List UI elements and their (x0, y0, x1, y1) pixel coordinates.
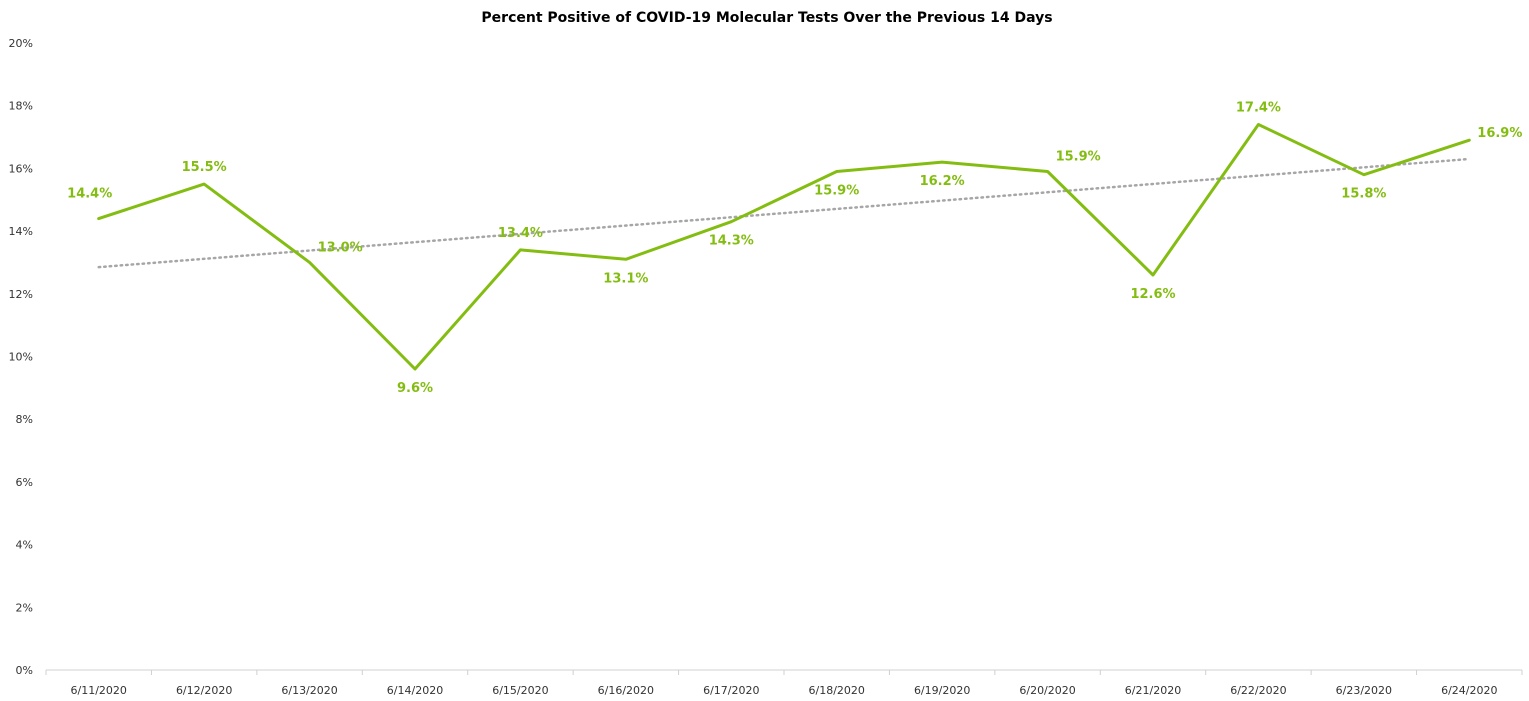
x-tick-label: 6/21/2020 (1125, 684, 1181, 697)
x-tick-label: 6/22/2020 (1230, 684, 1286, 697)
y-tick-label: 4% (16, 539, 33, 552)
data-label: 13.1% (603, 271, 648, 286)
series-line (97, 123, 1471, 371)
y-tick-label: 2% (16, 601, 33, 614)
data-label: 12.6% (1130, 287, 1175, 302)
data-label: 16.2% (920, 174, 965, 189)
x-tick-label: 6/11/2020 (71, 684, 127, 697)
data-label: 13.0% (318, 240, 363, 255)
x-tick-label: 6/15/2020 (492, 684, 548, 697)
x-tick-label: 6/18/2020 (809, 684, 865, 697)
data-label: 15.5% (182, 160, 227, 175)
trendline-layer (97, 157, 1471, 269)
data-label: 14.3% (709, 234, 754, 249)
y-tick-label: 20% (9, 37, 33, 50)
y-tick-label: 14% (9, 225, 33, 238)
y-tick-label: 12% (9, 288, 33, 301)
data-label: 14.4% (67, 187, 112, 202)
x-tick-label: 6/19/2020 (914, 684, 970, 697)
data-label: 16.9% (1477, 126, 1522, 141)
y-tick-label: 8% (16, 413, 33, 426)
x-tick-label: 6/20/2020 (1019, 684, 1075, 697)
x-tick-label: 6/17/2020 (703, 684, 759, 697)
x-tick-label: 6/16/2020 (598, 684, 654, 697)
x-axis: 6/11/2020 6/12/2020 6/13/2020 6/14/2020 6/15… (45, 669, 1523, 697)
data-label: 15.8% (1341, 187, 1386, 202)
data-label-layer: 14.4% 15.5% 13.0% 9.6% 13.4% 13.1% 14.3% 15.9% 1… (67, 101, 1522, 397)
series-layer (97, 123, 1471, 371)
trendline (97, 157, 1471, 269)
data-label: 15.9% (1056, 150, 1101, 165)
x-tick-label: 6/24/2020 (1441, 684, 1497, 697)
x-tick-label: 6/23/2020 (1336, 684, 1392, 697)
data-label: 15.9% (814, 184, 859, 199)
x-tick-label: 6/14/2020 (387, 684, 443, 697)
y-axis: 0% 2% 4% 6% 8% 10% 12% 14% 16% 18% 20% (9, 37, 33, 677)
y-tick-label: 0% (16, 664, 33, 677)
data-label: 13.4% (498, 226, 543, 241)
data-label: 9.6% (397, 381, 433, 396)
chart-title: Percent Positive of COVID-19 Molecular T… (481, 10, 1052, 26)
x-tick-label: 6/13/2020 (281, 684, 337, 697)
y-tick-label: 16% (9, 162, 33, 175)
y-tick-label: 10% (9, 351, 33, 364)
y-tick-label: 6% (16, 476, 33, 489)
y-tick-label: 18% (9, 100, 33, 113)
data-label: 17.4% (1236, 101, 1281, 116)
x-tick-label: 6/12/2020 (176, 684, 232, 697)
